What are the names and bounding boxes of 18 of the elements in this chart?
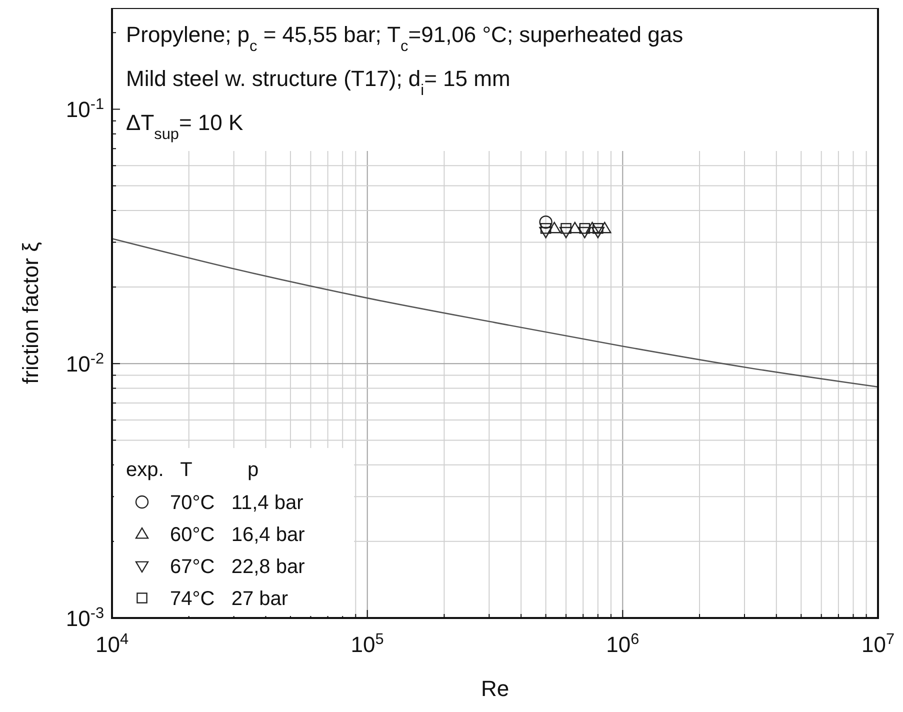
legend-label: 67°C 22,8 bar xyxy=(170,556,306,578)
x-axis-title: Re xyxy=(480,676,510,701)
x-tick-label: 10$^{4}$ xyxy=(95,630,129,657)
annotation: Mild steel w. structure (T17); d$_{i}$= 15 mm xyxy=(126,66,510,98)
y-tick-label: 10$^{-1}$ xyxy=(66,96,104,122)
legend-label: 60°C 16,4 bar xyxy=(170,524,306,546)
legend-label: 74°C 27 bar xyxy=(170,588,288,610)
line-series xyxy=(111,238,879,388)
y-axis-title: friction factor ξ xyxy=(18,242,43,384)
x-tick-label: 10$^{5}$ xyxy=(350,630,384,657)
annotation: ΔT$_{sup}$= 10 K xyxy=(126,110,244,142)
y-tick-label: 10$^{-3}$ xyxy=(66,604,104,631)
legend-label: 70°C 11,4 bar xyxy=(170,492,304,514)
x-tick-label: 10$^{7}$ xyxy=(861,630,895,657)
annotation: Propylene; p$_{c}$ = 45,55 bar; T$_{c}$=91,06 °C; superheated gas xyxy=(126,22,684,54)
x-tick-label: 10$^{6}$ xyxy=(606,630,640,657)
legend-title: exp. T p xyxy=(126,459,259,481)
y-tick-label: 10$^{-2}$ xyxy=(66,350,104,377)
